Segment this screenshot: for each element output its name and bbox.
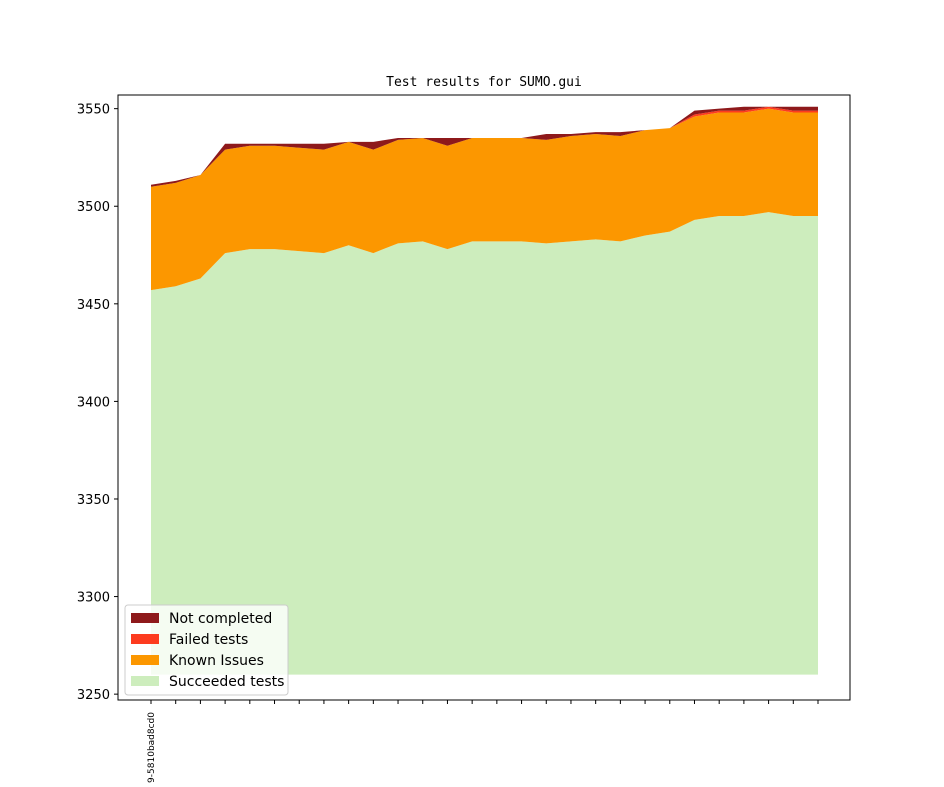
y-tick-label: 3500 — [77, 200, 110, 215]
y-tick-label: 3300 — [77, 591, 110, 606]
y-tick-label: 3400 — [77, 395, 110, 410]
y-tick-label: 3250 — [77, 688, 110, 703]
area-known-issues — [151, 108, 818, 291]
legend-swatch-not-completed — [131, 613, 159, 623]
x-tick-label: 9-5810bad8cd0 — [147, 712, 157, 783]
legend-label-failed-tests: Failed tests — [169, 632, 248, 648]
legend-box — [124, 604, 289, 696]
y-tick-label: 3350 — [77, 493, 110, 508]
legend-swatch-known-issues — [131, 655, 159, 665]
plot-frame — [117, 94, 851, 701]
legend: Not completed Failed tests Known Issues Suc… — [124, 604, 289, 696]
area-succeeded-tests — [151, 212, 818, 675]
legend-swatch-failed-tests — [131, 634, 159, 644]
x-axis: 9-5810bad8cd0 — [147, 700, 819, 783]
plot-areas — [151, 106, 818, 675]
y-tick-label: 3550 — [77, 103, 110, 118]
chart-title: Test results for SUMO.gui — [386, 75, 582, 90]
y-axis: 3250 3300 3350 3400 3450 3500 3550 — [77, 103, 118, 703]
legend-label-known-issues: Known Issues — [169, 653, 264, 669]
legend-label-succeeded-tests: Succeeded tests — [169, 674, 284, 690]
legend-swatch-succeeded-tests — [131, 676, 159, 686]
legend-label-not-completed: Not completed — [169, 611, 272, 627]
y-tick-label: 3450 — [77, 298, 110, 313]
